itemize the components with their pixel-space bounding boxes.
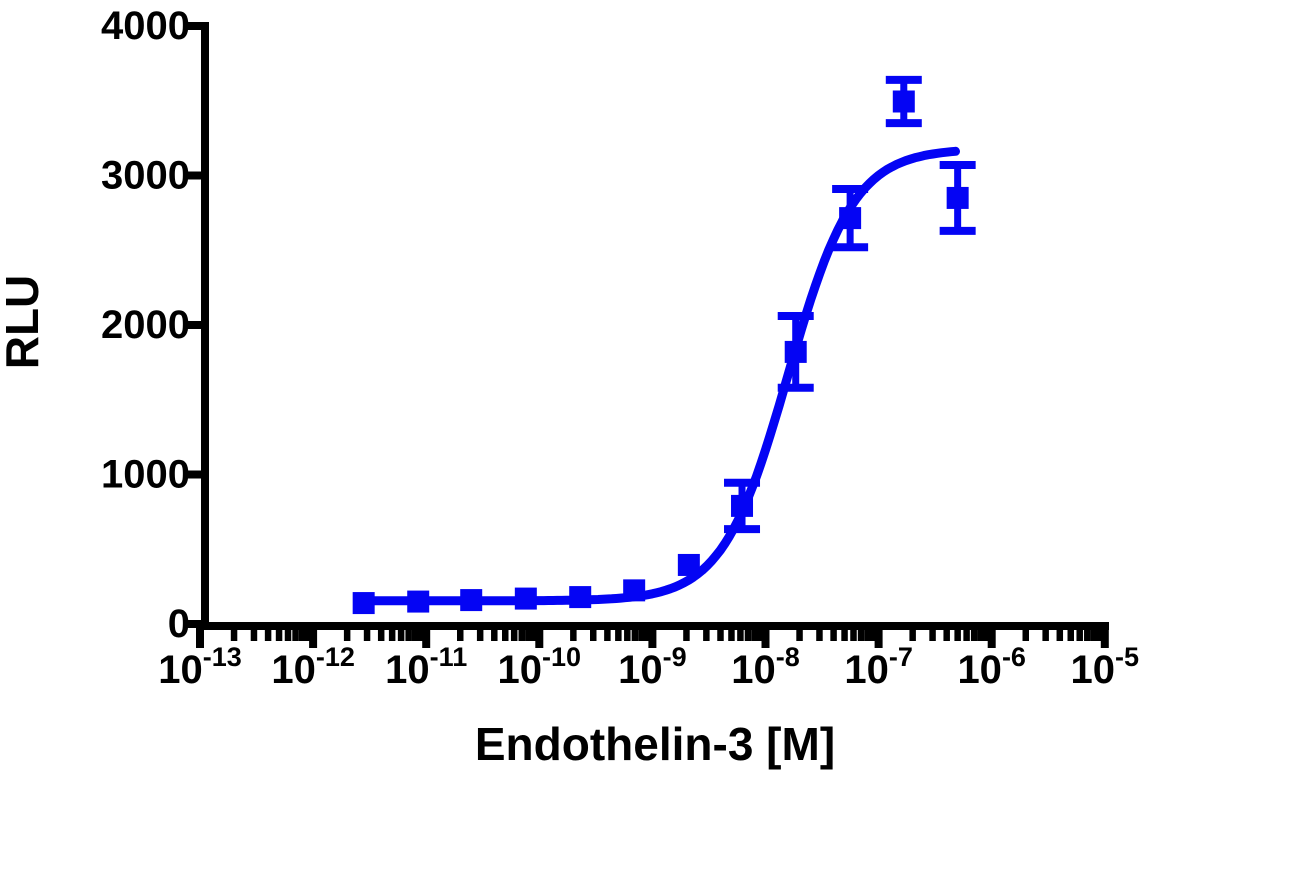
- x-tick-label: 10-12: [271, 642, 355, 692]
- y-tick-label: 3000: [101, 154, 190, 198]
- x-tick-label: 10-6: [957, 642, 1026, 692]
- data-point-marker: [677, 553, 700, 576]
- y-tick-label: 4000: [101, 4, 190, 48]
- x-tick-label: 10-13: [158, 642, 242, 692]
- data-point-marker: [460, 589, 483, 612]
- y-tick-label: 0: [168, 602, 190, 646]
- data-point-marker: [569, 586, 592, 609]
- x-tick-label: 10-9: [618, 642, 687, 692]
- x-tick-label: 10-7: [844, 642, 913, 692]
- data-point-marker: [731, 494, 754, 517]
- y-tick-label: 1000: [101, 453, 190, 497]
- data-series-group: [352, 75, 976, 615]
- x-tick-label: 10-10: [498, 642, 582, 692]
- x-tick-label: 10-5: [1071, 642, 1140, 692]
- data-point-marker: [784, 340, 807, 363]
- y-tick-label: 2000: [101, 303, 190, 347]
- data-point-marker: [892, 90, 915, 113]
- data-point-marker: [623, 579, 646, 602]
- data-point-marker: [514, 587, 537, 610]
- axes-group: [186, 22, 1109, 648]
- data-point-marker: [407, 590, 430, 613]
- y-axis-title: RLU: [0, 275, 48, 370]
- x-tick-label: 10-11: [385, 642, 467, 692]
- data-point-marker: [352, 592, 375, 615]
- tick-labels-group: 0 1000 2000 3000 4000 10-13 10-12 10-11 10-10 10-…: [101, 4, 1139, 692]
- data-point-marker: [946, 186, 969, 209]
- fit-curve: [358, 146, 960, 606]
- x-axis-title: Endothelin-3 [M]: [475, 718, 835, 770]
- data-point-marker: [839, 207, 862, 230]
- x-tick-label: 10-8: [731, 642, 800, 692]
